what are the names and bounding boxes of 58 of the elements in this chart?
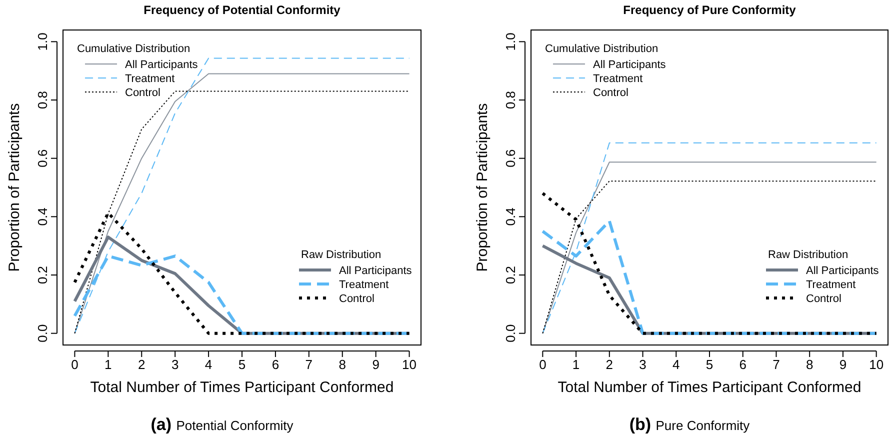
x-tick-label: 6 [272,357,280,372]
x-tick-label: 7 [772,357,780,372]
y-tick-label: 0.4 [35,208,50,226]
text: (a) Potential Conformity [150,415,294,434]
text: (b) Pure Conformity [629,415,750,434]
y-tick-label: 0.6 [35,149,50,168]
legend-label: Control [593,87,628,99]
x-tick-label: 0 [539,357,546,372]
x-tick-label: 0 [71,357,78,372]
legend-title: Cumulative Distribution [545,43,658,55]
x-tick-label: 8 [806,357,814,372]
legend-label: All Participants [806,265,880,277]
legend-label: All Participants [125,59,198,71]
x-tick-label: 9 [372,357,380,372]
x-axis-title: Total Number of Times Participant Conformed [90,379,394,396]
y-tick-label: 0.2 [503,266,518,284]
x-tick-label: 1 [104,357,112,372]
y-axis-title: Proportion of Participants [474,103,491,272]
x-tick-label: 5 [706,357,714,372]
x-tick-label: 4 [672,357,680,372]
x-tick-label: 3 [639,357,646,372]
x-tick-label: 10 [869,357,884,372]
x-axis-title: Total Number of Times Participant Conformed [558,379,862,396]
x-tick-label: 5 [238,357,246,372]
y-axis-title: Proportion of Participants [6,103,23,272]
x-tick-label: 2 [138,357,146,372]
annotation: Raw Distribution [301,249,382,261]
y-tick-label: 0.6 [503,149,518,168]
x-tick-label: 2 [606,357,614,372]
x-tick-label: 1 [572,357,580,372]
y-tick-label: 0.2 [35,266,50,284]
x-tick-label: 9 [839,357,847,372]
y-tick-label: 1.0 [35,32,50,51]
x-tick-label: 10 [402,357,417,372]
y-tick-label: 0.4 [503,208,518,226]
x-tick-label: 4 [204,357,212,372]
legend-label: Control [339,293,374,305]
legend-label: Treatment [339,279,389,291]
x-tick-label: 8 [338,357,346,372]
legend-title: Cumulative Distribution [77,43,190,55]
annotation: Raw Distribution [768,249,848,261]
y-tick-label: 0.8 [35,90,50,110]
chart-title: Frequency of Potential Conformity [144,3,341,17]
legend-label: Control [125,87,160,99]
y-tick-label: 0.0 [35,324,50,342]
legend-label: Treatment [593,73,643,85]
chart-title: Frequency of Pure Conformity [623,3,796,17]
legend-label: Treatment [125,73,175,85]
y-tick-label: 1.0 [503,32,518,51]
y-tick-label: 0.8 [503,90,518,110]
x-tick-label: 7 [305,357,313,372]
legend-label: Treatment [806,279,856,291]
x-tick-label: 6 [739,357,746,372]
legend-label: All Participants [339,265,412,277]
legend-label: Control [806,293,842,305]
legend-label: All Participants [593,59,666,71]
y-tick-label: 0.0 [503,324,518,342]
x-tick-label: 3 [171,357,179,372]
